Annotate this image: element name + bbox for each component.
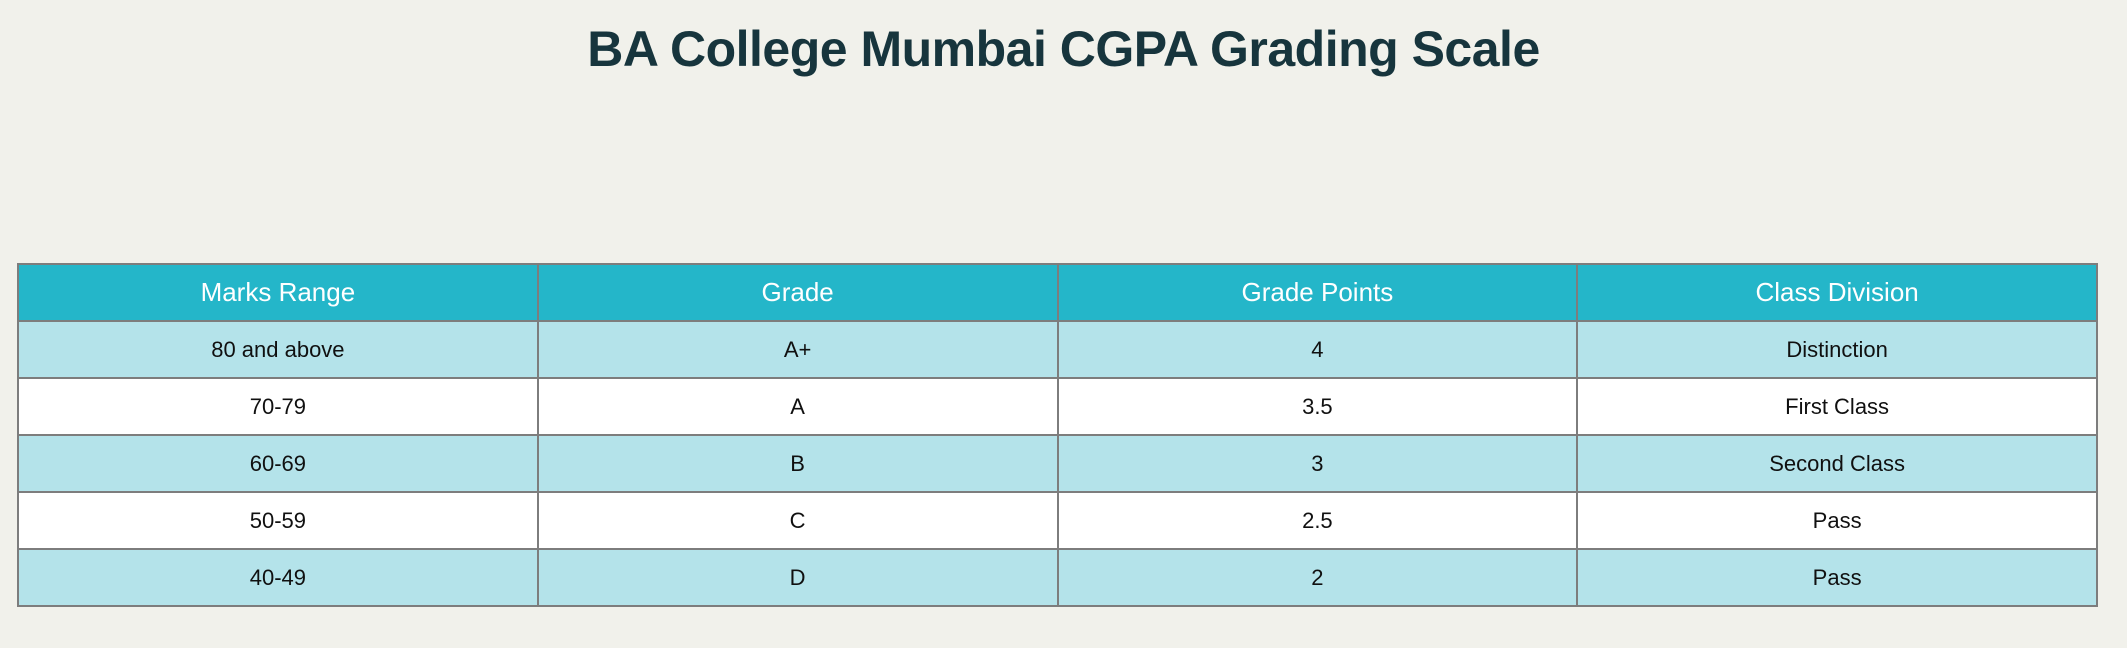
table-cell-grade-points: 4 <box>1056 320 1579 379</box>
table-cell-marks-range: 70-79 <box>17 377 539 436</box>
table-cell-class-division: Second Class <box>1576 434 2098 493</box>
header-cell-marks-range: Marks Range <box>17 263 539 322</box>
page-title: BA College Mumbai CGPA Grading Scale <box>587 21 1540 77</box>
table-header-row: Marks Range Grade Grade Points Class Div… <box>17 263 2098 322</box>
table-row: 40-49 D 2 Pass <box>17 548 2098 607</box>
table-cell-marks-range: 40-49 <box>17 548 539 607</box>
header-cell-grade-points: Grade Points <box>1056 263 1579 322</box>
table-cell-marks-range: 80 and above <box>17 320 539 379</box>
table-row: 60-69 B 3 Second Class <box>17 434 2098 493</box>
table-cell-class-division: Pass <box>1576 548 2098 607</box>
table-row: 80 and above A+ 4 Distinction <box>17 320 2098 379</box>
table-cell-marks-range: 50-59 <box>17 491 539 550</box>
table-cell-class-division: Distinction <box>1576 320 2098 379</box>
table-cell-grade: A <box>536 377 1059 436</box>
header-cell-grade: Grade <box>536 263 1059 322</box>
table-cell-marks-range: 60-69 <box>17 434 539 493</box>
table-cell-grade: D <box>536 548 1059 607</box>
table-cell-grade: A+ <box>536 320 1059 379</box>
table-cell-class-division: Pass <box>1576 491 2098 550</box>
header-cell-class-division: Class Division <box>1576 263 2098 322</box>
grading-table: Marks Range Grade Grade Points Class Div… <box>17 263 2098 607</box>
table-cell-class-division: First Class <box>1576 377 2098 436</box>
table-cell-grade: C <box>536 491 1059 550</box>
table-row: 50-59 C 2.5 Pass <box>17 491 2098 550</box>
table-cell-grade-points: 3.5 <box>1056 377 1579 436</box>
table-row: 70-79 A 3.5 First Class <box>17 377 2098 436</box>
grading-table-container: Marks Range Grade Grade Points Class Div… <box>17 263 2098 607</box>
table-cell-grade-points: 3 <box>1056 434 1579 493</box>
table-cell-grade-points: 2 <box>1056 548 1579 607</box>
table-cell-grade-points: 2.5 <box>1056 491 1579 550</box>
table-cell-grade: B <box>536 434 1059 493</box>
